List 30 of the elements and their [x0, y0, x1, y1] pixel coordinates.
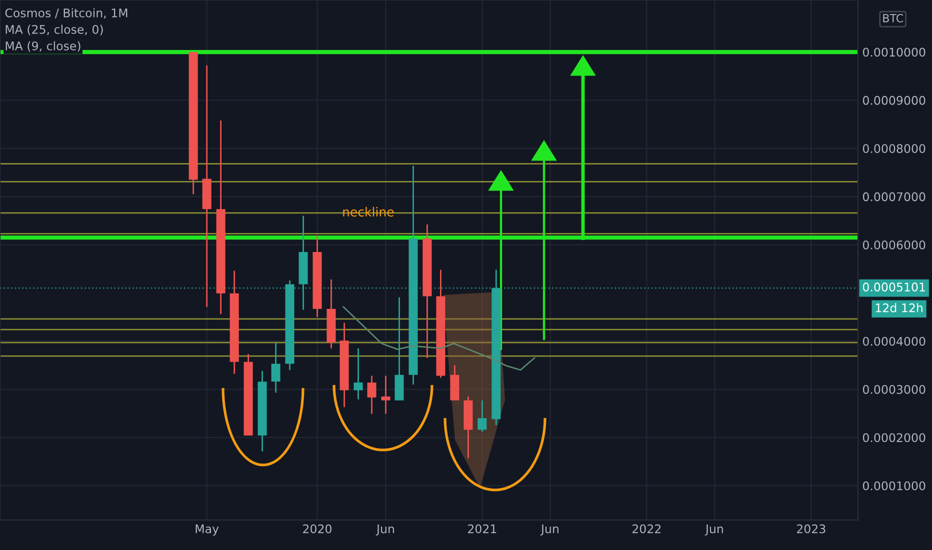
x-tick-label: Jun — [540, 524, 558, 536]
y-tick-label: 0.0003000 — [862, 385, 926, 394]
y-tick-label: 0.0006000 — [862, 240, 926, 250]
text: 12d 12h — [876, 303, 922, 312]
x-tick-label: 2023 — [796, 524, 826, 534]
text: BTC — [883, 14, 904, 22]
candlestick — [381, 375, 390, 415]
y-tick-label: 0.0004000 — [862, 336, 926, 346]
annotation: MA (25, close, 0) — [6, 24, 103, 36]
annotation: MA (9, close) — [6, 41, 80, 52]
y-tick-label: 0.0002000 — [862, 433, 926, 442]
candlestick — [478, 400, 487, 432]
candlestick — [367, 375, 376, 415]
x-tick-label: 2022 — [632, 524, 660, 534]
y-tick-label: 0.0009000 — [862, 96, 926, 105]
text: Cosmos / Bitcoin, 1M — [5, 8, 128, 19]
y-tick-label: 0.0008000 — [862, 144, 926, 154]
ref-line-label: 0.0005101 — [862, 282, 925, 292]
x-tick-label: May — [196, 524, 219, 536]
x-tick-label: 2021 — [468, 524, 496, 534]
candlestick — [354, 348, 363, 400]
x-tick-label: Jun — [376, 524, 394, 536]
annotation: neckline — [343, 206, 394, 217]
line-series — [342, 306, 536, 371]
y-tick-label: 0.0001000 — [862, 481, 926, 490]
candlestick — [271, 342, 280, 394]
y-tick-label: 0.0010000 — [862, 48, 926, 57]
x-tick-label: 2020 — [303, 524, 332, 534]
y-tick-label: 0.0007000 — [862, 192, 926, 202]
x-tick-label: Jun — [704, 524, 723, 536]
